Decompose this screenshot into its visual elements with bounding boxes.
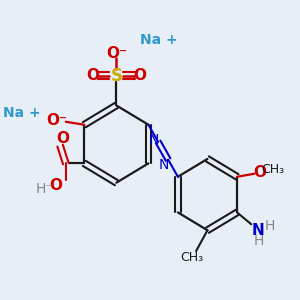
Text: H⁻: H⁻ bbox=[35, 182, 53, 196]
Text: H: H bbox=[253, 234, 264, 248]
Text: O: O bbox=[134, 68, 146, 83]
Text: Na +: Na + bbox=[140, 33, 178, 47]
Text: Na +: Na + bbox=[3, 106, 40, 120]
Text: N: N bbox=[159, 158, 169, 172]
Text: O: O bbox=[56, 130, 69, 146]
Text: O: O bbox=[86, 68, 99, 83]
Text: O: O bbox=[49, 178, 62, 193]
Text: CH₃: CH₃ bbox=[261, 163, 284, 176]
Text: S: S bbox=[110, 67, 122, 85]
Text: N: N bbox=[149, 133, 159, 146]
Text: O⁻: O⁻ bbox=[47, 113, 68, 128]
Text: O⁻: O⁻ bbox=[106, 46, 127, 61]
Text: O: O bbox=[253, 165, 266, 180]
Text: CH₃: CH₃ bbox=[180, 251, 203, 264]
Text: N: N bbox=[252, 223, 265, 238]
Text: H: H bbox=[265, 219, 275, 233]
